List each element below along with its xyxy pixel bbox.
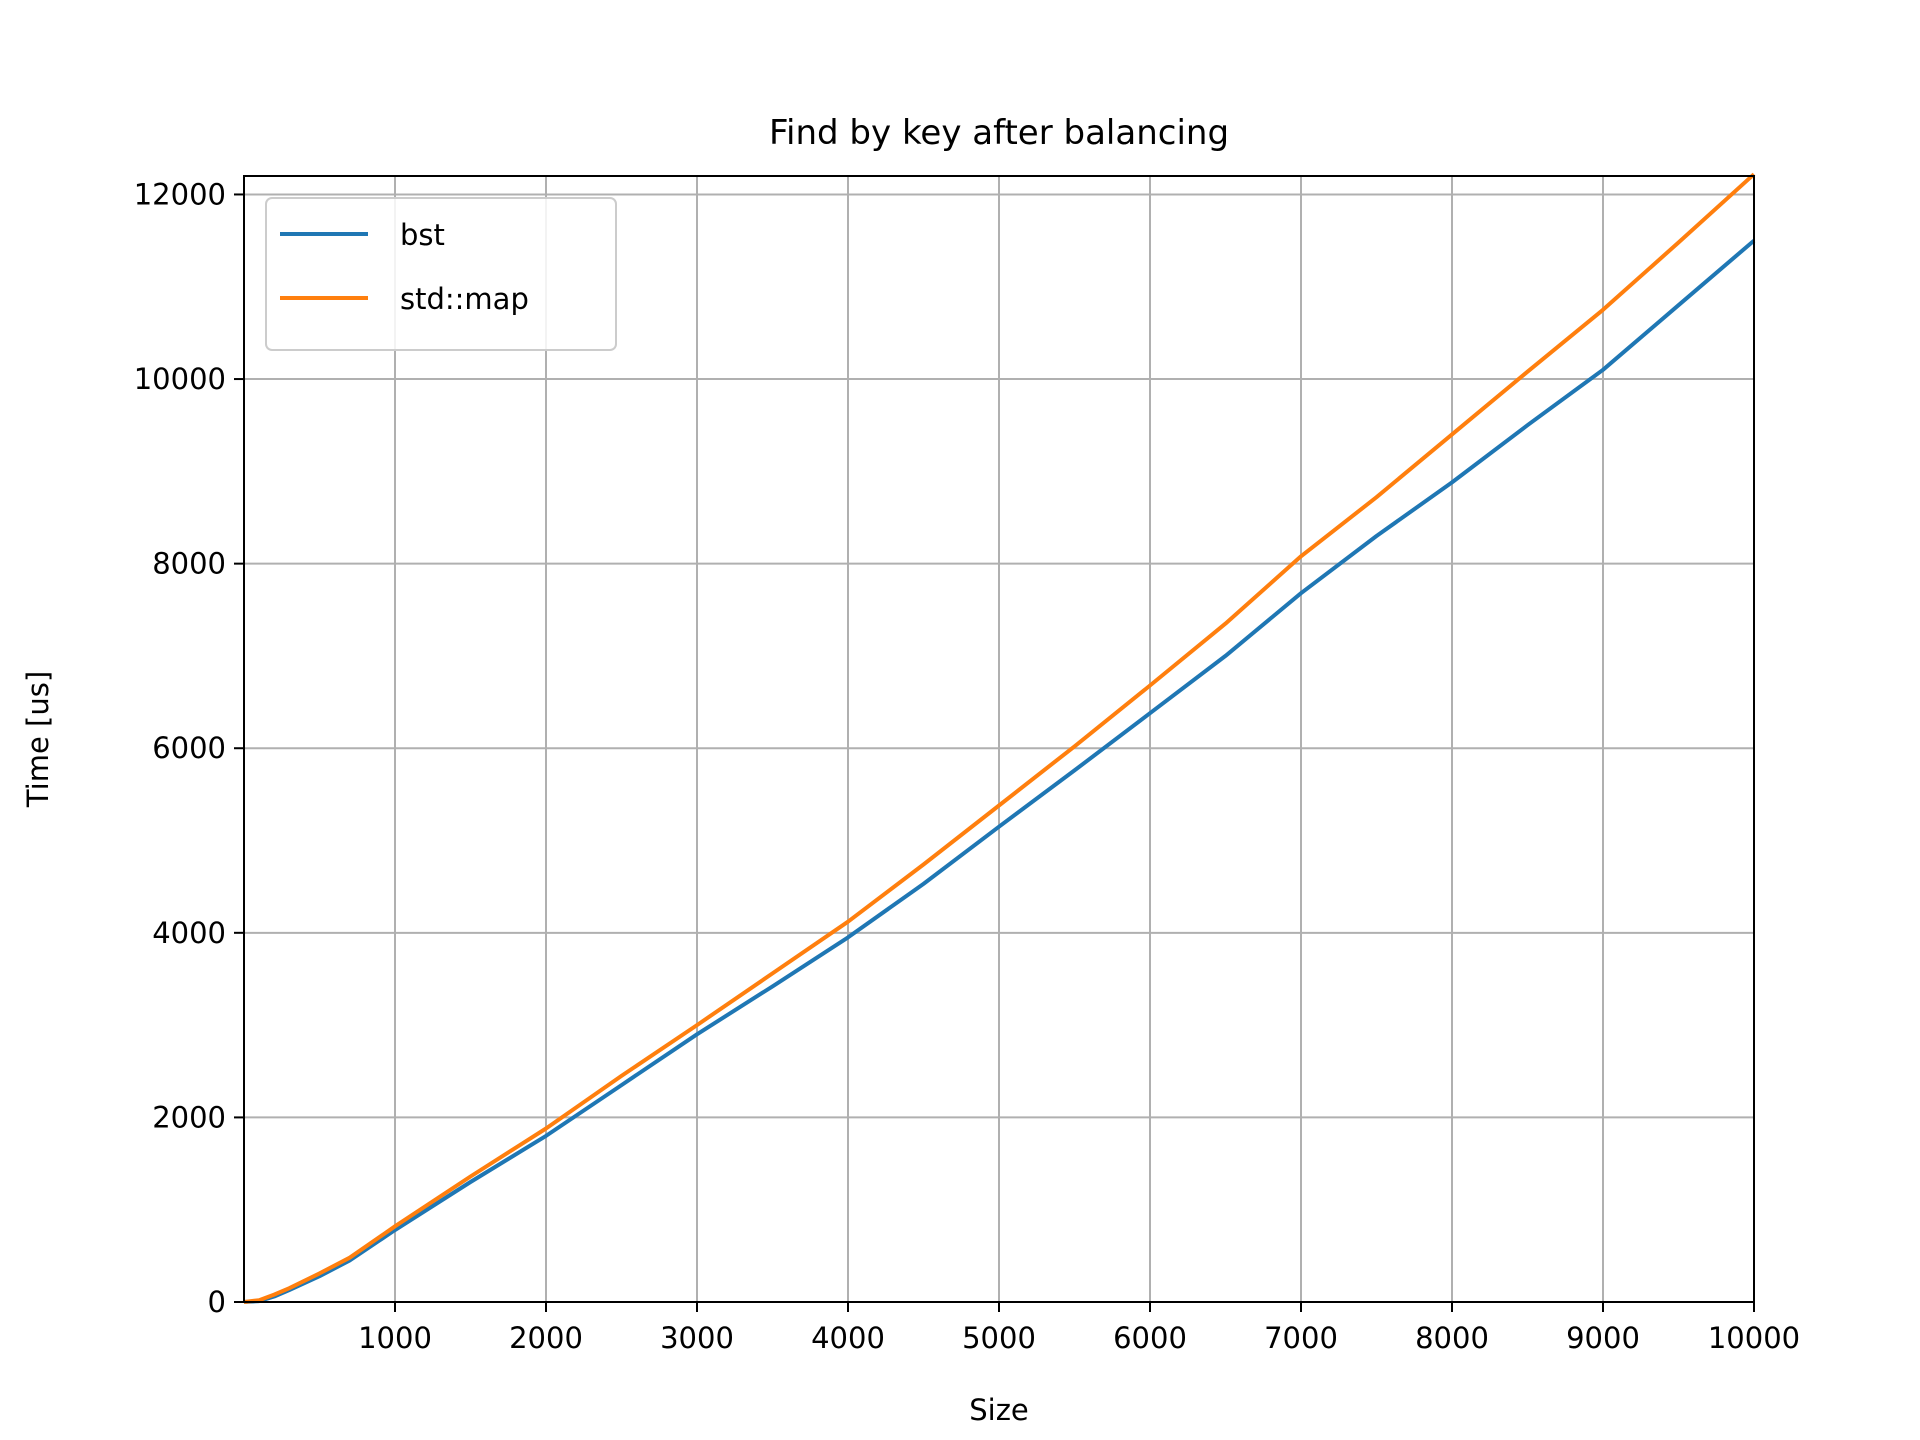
x-tick-label: 7000 (1264, 1321, 1338, 1355)
x-tick-label: 3000 (660, 1321, 734, 1355)
x-axis-label: Size (969, 1393, 1029, 1427)
series-line-std-map (243, 172, 1756, 1304)
x-tick-label: 10000 (1708, 1321, 1800, 1355)
legend-label: bst (400, 218, 445, 252)
y-tick-label: 12000 (134, 177, 226, 211)
x-tick-label: 5000 (962, 1321, 1036, 1355)
x-tick-label: 6000 (1113, 1321, 1187, 1355)
y-tick-label: 2000 (152, 1100, 226, 1134)
x-tick-label: 9000 (1566, 1321, 1640, 1355)
axis-ticks: 1000 2000 3000 4000 5000 6000 7000 8000 9000 1000… (134, 177, 1800, 1355)
y-axis-label: Time [us] (21, 671, 55, 808)
y-tick-label: 4000 (152, 916, 226, 950)
legend-label: std::map (400, 282, 529, 316)
x-tick-label: 2000 (509, 1321, 583, 1355)
x-tick-label: 4000 (811, 1321, 885, 1355)
x-tick-label: 1000 (358, 1321, 432, 1355)
y-tick-label: 0 (208, 1285, 226, 1319)
y-tick-label: 8000 (152, 547, 226, 581)
y-tick-label: 6000 (152, 731, 226, 765)
series-line-bst (243, 239, 1756, 1304)
x-tick-label: 8000 (1415, 1321, 1489, 1355)
series-lines (243, 172, 1756, 1304)
chart-title: Find by key after balancing (769, 113, 1229, 153)
y-tick-label: 10000 (134, 362, 226, 396)
